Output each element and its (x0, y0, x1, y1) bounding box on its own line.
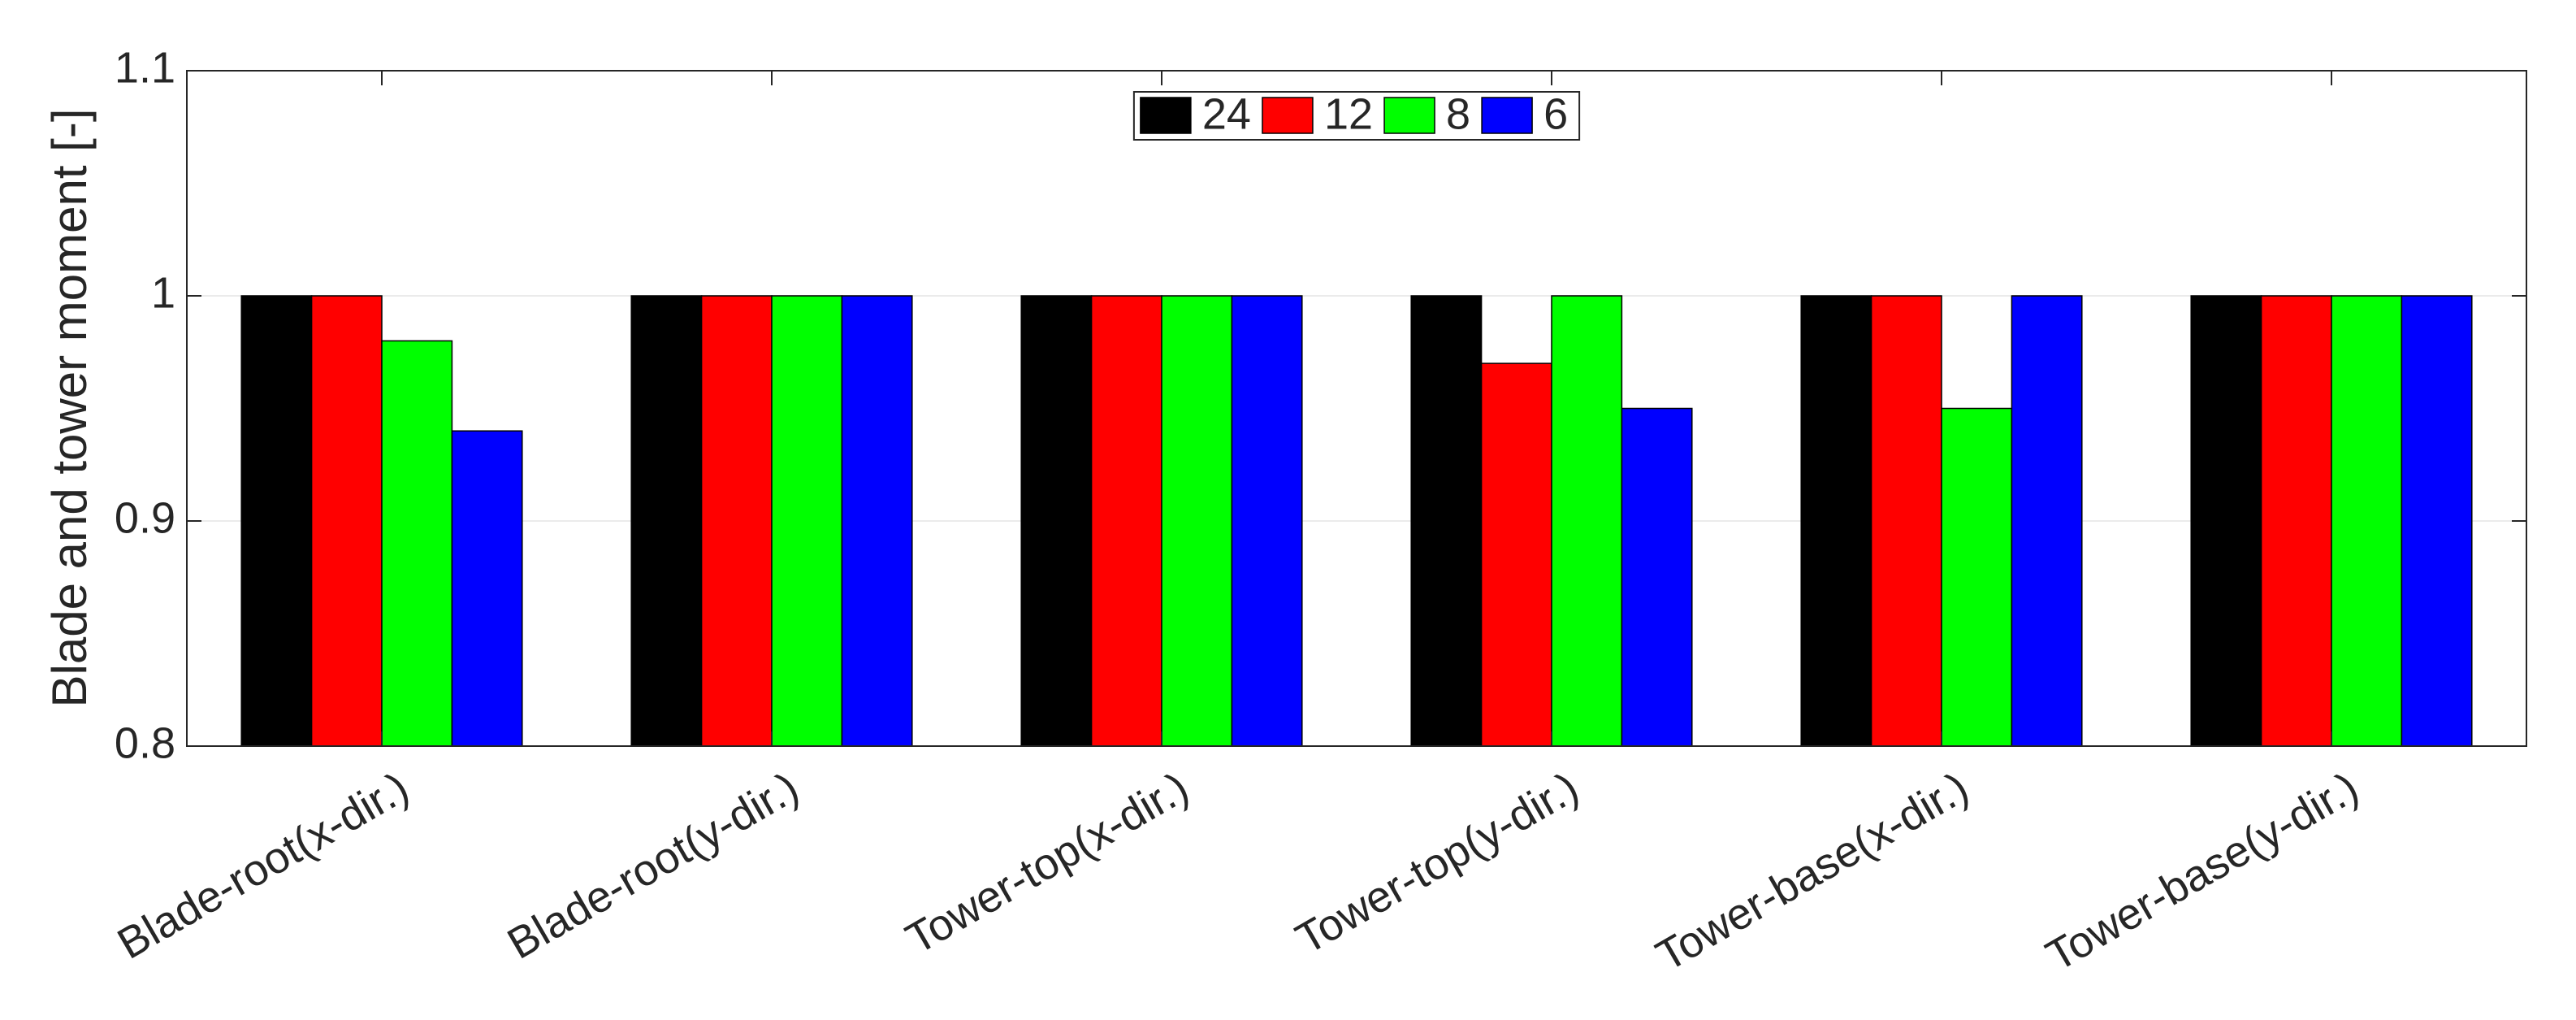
legend-swatch (1481, 97, 1533, 134)
plot-frame (186, 70, 2527, 747)
bar (1480, 362, 1552, 747)
bar (381, 340, 453, 747)
legend-swatch (1262, 97, 1314, 134)
bar (1410, 295, 1483, 747)
legend-label: 12 (1324, 89, 1373, 138)
x-tick-label: Tower-top(y-dir.) (1288, 763, 1587, 964)
legend: 24 12 8 6 (1132, 89, 1581, 141)
bar (1020, 295, 1093, 747)
x-tick-label: Blade-root(y-dir.) (500, 763, 807, 969)
y-axis-label: Blade and tower moment [-] (42, 108, 97, 707)
bar (1551, 295, 1623, 747)
bar (1621, 407, 1693, 747)
legend-label: 8 (1446, 89, 1470, 138)
x-tick-label: Blade-root(x-dir.) (110, 763, 417, 969)
bar (771, 295, 843, 747)
legend-label: 6 (1543, 89, 1568, 138)
bar (1090, 295, 1162, 747)
x-tick-label: Tower-base(y-dir.) (2038, 763, 2366, 981)
bar (1231, 295, 1303, 747)
x-tick-label: Tower-base(x-dir.) (1648, 763, 1976, 981)
y-tick-label: 0.8 (115, 718, 175, 767)
bar (700, 295, 773, 747)
bar (2331, 295, 2403, 747)
bar (451, 430, 523, 747)
bar (1800, 295, 1872, 747)
bar (310, 295, 383, 747)
bar (240, 295, 313, 747)
legend-swatch (1383, 97, 1435, 134)
bar (2260, 295, 2332, 747)
y-tick-label: 1 (151, 268, 175, 317)
legend-swatch (1140, 97, 1192, 134)
bar (630, 295, 703, 747)
bar (2401, 295, 2473, 747)
legend-label: 24 (1202, 89, 1251, 138)
y-tick-label: 1.1 (115, 43, 175, 92)
bar (2190, 295, 2262, 747)
bar (1161, 295, 1233, 747)
bar (1870, 295, 1942, 747)
bar (2011, 295, 2083, 747)
y-tick-label: 0.9 (115, 493, 175, 542)
x-tick-label: Tower-top(x-dir.) (898, 763, 1197, 964)
bar (1941, 407, 2013, 747)
bar (841, 295, 913, 747)
